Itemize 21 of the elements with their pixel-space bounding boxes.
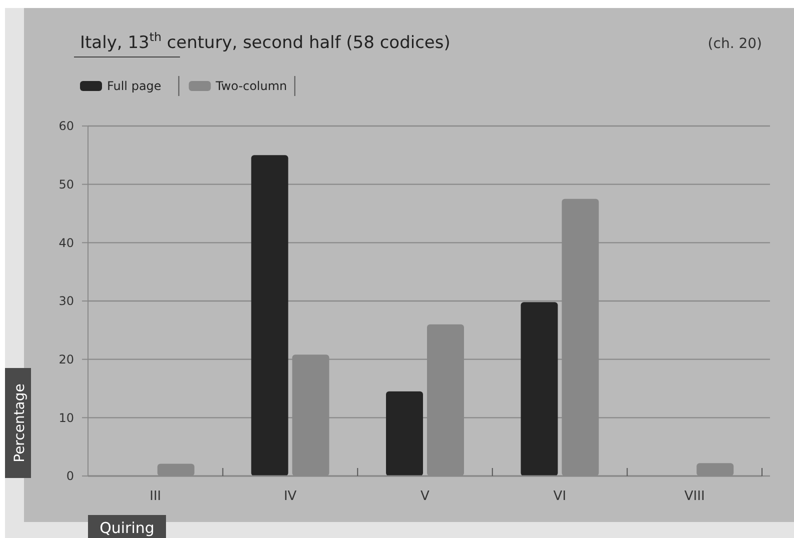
x-tick-label: III (150, 489, 162, 504)
x-tick-label: IV (284, 489, 297, 504)
x-tick-label: VIII (684, 489, 705, 504)
y-tick-label: 0 (66, 469, 74, 484)
legend-label: Full page (107, 79, 162, 93)
x-tick-label: VI (553, 489, 566, 504)
bar (386, 391, 423, 476)
text: (ch. 20) (708, 36, 762, 52)
chart-title: Italy, 13$^{th}$ century, second half (58 codices) (80, 30, 450, 53)
y-tick-label: 40 (58, 236, 74, 250)
y-axis-title: Percentage (12, 384, 28, 462)
x-tick-label: V (420, 489, 430, 504)
bar (520, 302, 558, 476)
legend-label: Two-column (214, 79, 288, 93)
y-tick-label: 10 (58, 410, 74, 425)
x-axis-title: Quiring (100, 519, 154, 537)
y-tick-label: 30 (58, 294, 74, 308)
y-tick-label: 60 (58, 119, 74, 134)
bar (251, 155, 288, 476)
y-tick-label: 50 (58, 178, 74, 192)
y-tick-label: 20 (58, 352, 74, 367)
